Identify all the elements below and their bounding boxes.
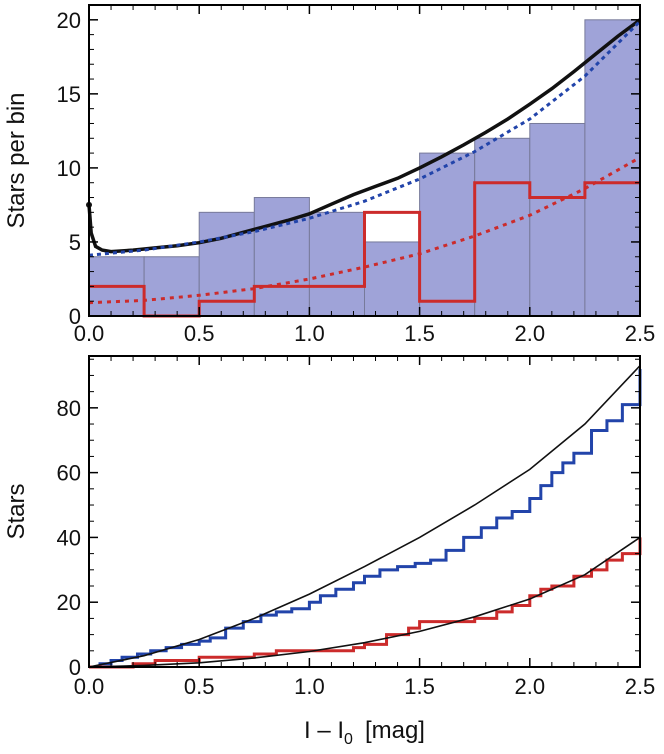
bottom-axis-ticks: 0.0 0.5 1.0 1.5 2.0 2.5 0 20 40 60 80 (57, 356, 656, 699)
bottom-x-axis-label: I – I0 [mag] (304, 717, 425, 748)
x-label-subscript: 0 (344, 731, 353, 748)
top-axis-ticks: 0.0 0.5 1.0 1.5 2.0 2.5 0 5 10 15 20 (57, 5, 656, 346)
bottom-y-axis-label: Stars (3, 483, 30, 539)
x-tick-label: 0.0 (74, 674, 105, 699)
black-model-curve (87, 18, 642, 254)
blue-dashed-model-curve (88, 20, 642, 257)
x-tick-label: 2.0 (515, 674, 546, 699)
x-tick-label: 1.0 (294, 674, 325, 699)
histogram-bar (584, 19, 641, 317)
x-label-unit: [mag] (365, 717, 425, 744)
x-tick-label: 0.0 (74, 321, 105, 346)
histogram-bar (143, 256, 200, 317)
x-tick-label: 2.5 (625, 674, 656, 699)
black-model-curve-lower (88, 536, 641, 668)
histogram-bar (364, 241, 421, 317)
top-plot-frame (88, 4, 641, 317)
red-cumulative-step (89, 537, 642, 669)
y-tick-label: 15 (57, 82, 81, 107)
bottom-plot-frame (88, 355, 641, 668)
blue-cumulative-step (89, 368, 642, 669)
bottom-cumulative-curves (88, 365, 642, 669)
black-model-curve-upper (88, 365, 641, 668)
x-tick-label: 0.5 (184, 321, 215, 346)
x-tick-label: 1.5 (404, 674, 435, 699)
top-histogram-bars (88, 19, 641, 317)
y-tick-label: 60 (57, 461, 81, 486)
y-tick-label: 40 (57, 525, 81, 550)
y-tick-label: 0 (69, 655, 81, 680)
histogram-bar (474, 137, 531, 317)
x-tick-label: 0.5 (184, 674, 215, 699)
x-label-main: I – I (304, 717, 344, 744)
x-tick-label: 2.5 (625, 321, 656, 346)
y-tick-label: 20 (57, 8, 81, 33)
red-dashed-model-curve (88, 156, 641, 305)
y-tick-label: 5 (69, 230, 81, 255)
y-tick-label: 20 (57, 590, 81, 615)
histogram-bar (419, 152, 476, 317)
x-tick-label: 1.5 (404, 321, 435, 346)
histogram-bar (308, 211, 365, 317)
top-y-axis-label: Stars per bin (3, 92, 30, 228)
histogram-bar (198, 211, 255, 317)
x-tick-label: 1.0 (294, 321, 325, 346)
x-tick-label: 2.0 (515, 321, 546, 346)
y-tick-label: 0 (69, 304, 81, 329)
y-tick-label: 10 (57, 156, 81, 181)
y-tick-label: 80 (57, 396, 81, 421)
histogram-bar (529, 122, 586, 317)
